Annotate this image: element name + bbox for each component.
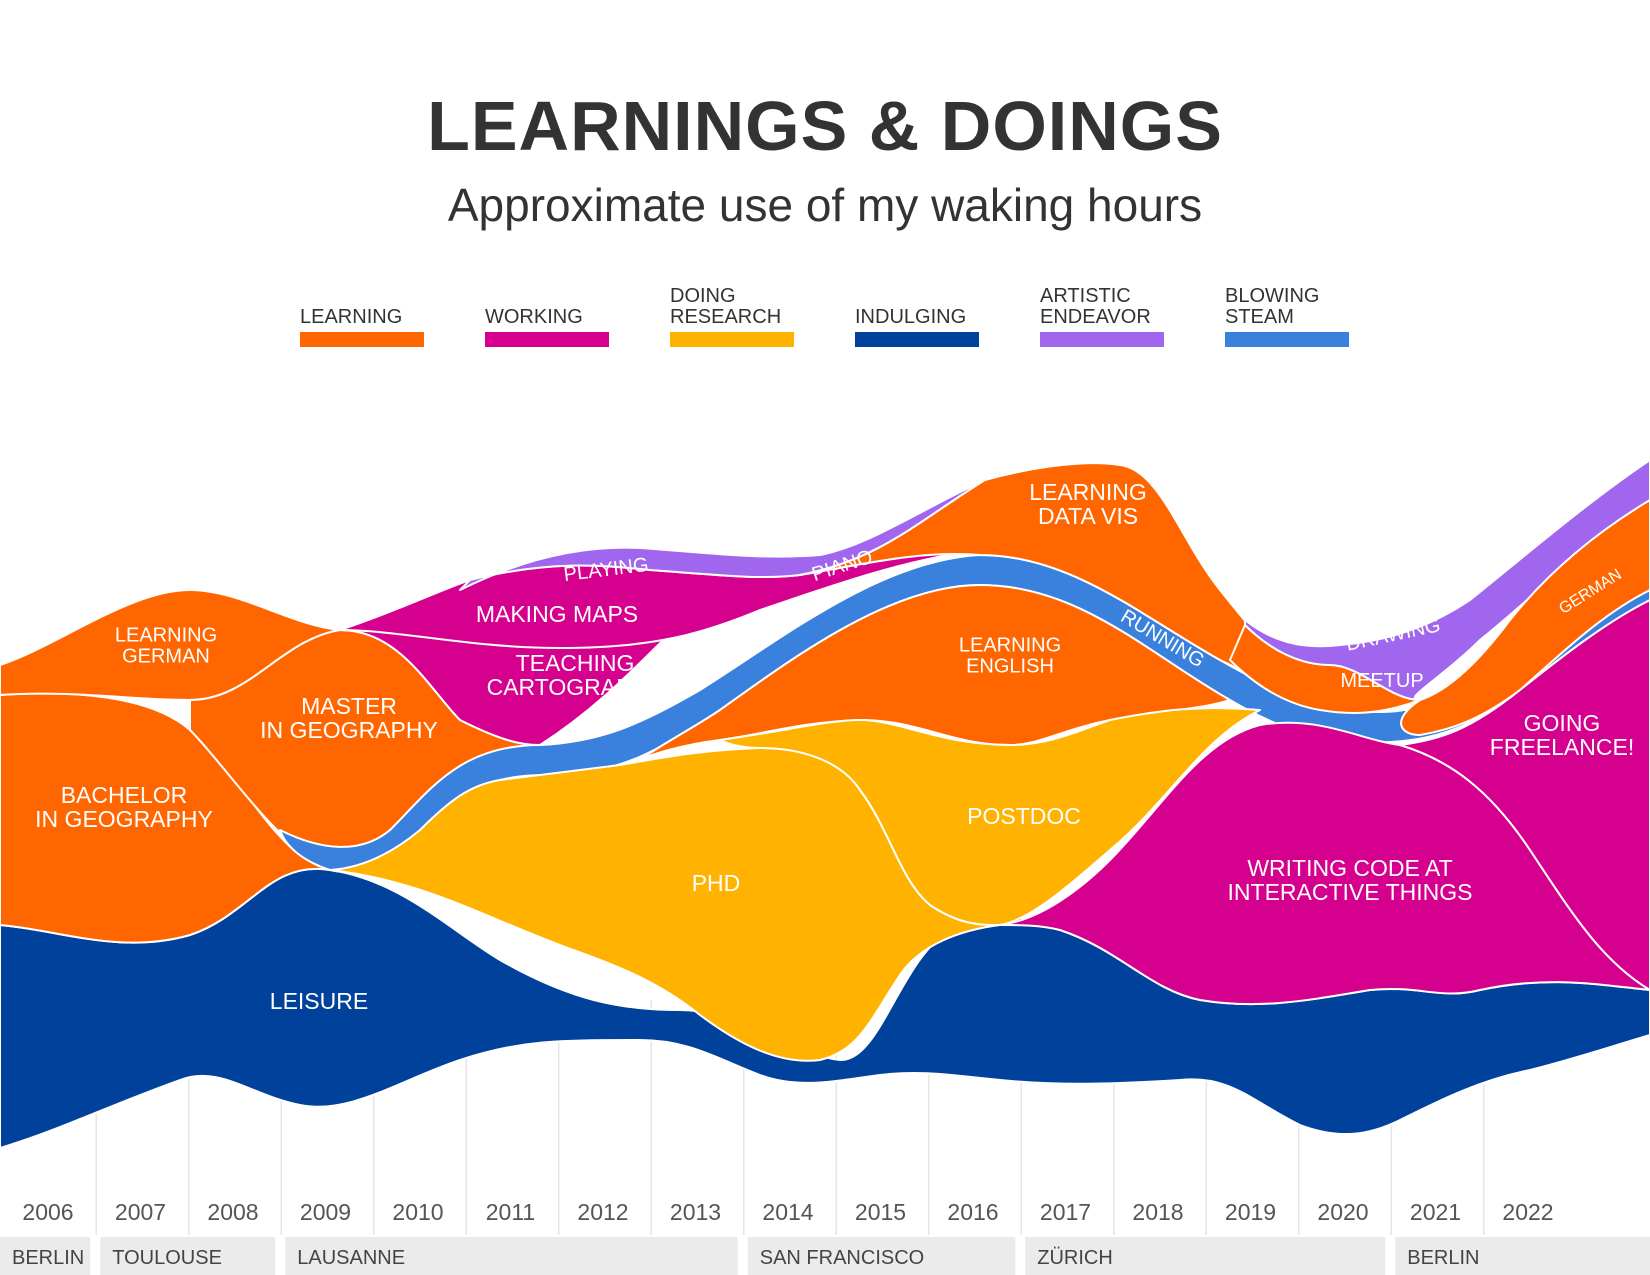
legend-item-indulging: INDULGING [855, 306, 979, 347]
year-tick-2014: 2014 [762, 1199, 813, 1225]
stream-label-leisure: LEISURE [270, 988, 368, 1014]
legend-item-working: WORKING [485, 306, 609, 347]
legend-label: ARTISTIC [1040, 285, 1131, 307]
location-z-rich: ZÜRICH [1025, 1237, 1386, 1275]
stream-learning-english [639, 584, 1231, 761]
stream-label-master-in-geography: MASTER IN GEOGRAPHY [260, 693, 438, 743]
stream-postdoc [719, 707, 1261, 926]
legend-swatch [300, 332, 424, 347]
stream-label-going-freelance: GOING FREELANCE! [1490, 710, 1634, 760]
stream-labels: BACHELOR IN GEOGRAPHY LEARNING GERMAN MASTER… [35, 479, 1634, 1014]
stream-label-phd: PHD [692, 870, 741, 896]
stream-label-learning-data-vis: LEARNING DATA VIS [1029, 479, 1147, 529]
location-band [0, 1237, 91, 1275]
legend-label: WORKING [485, 306, 583, 328]
location-band [747, 1237, 1016, 1275]
stream-label-postdoc: POSTDOC [967, 803, 1081, 829]
stream-label-writing-code-at-interactive-things: WRITING CODE AT INTERACTIVE THINGS [1228, 855, 1473, 905]
stream-label-meetup: MEETUP [1340, 670, 1423, 692]
year-tick-2022: 2022 [1502, 1199, 1553, 1225]
legend-swatch [855, 332, 979, 347]
legend-swatch [1040, 332, 1164, 347]
stream-german [1400, 499, 1650, 736]
legend-label: INDULGING [855, 306, 966, 328]
year-tick-2017: 2017 [1040, 1199, 1091, 1225]
location-label: TOULOUSE [112, 1247, 222, 1269]
streams [0, 459, 1650, 1149]
location-label: LAUSANNE [297, 1247, 405, 1269]
location-toulouse: TOULOUSE [100, 1237, 276, 1275]
year-tick-2021: 2021 [1410, 1199, 1461, 1225]
location-berlin: BERLIN [1395, 1237, 1650, 1275]
year-tick-2006: 2006 [22, 1199, 73, 1225]
stream-label-learning-english: LEARNING ENGLISH [959, 634, 1061, 677]
year-tick-2010: 2010 [392, 1199, 443, 1225]
x-axis: 2006 2007 2008 2009 2010 2011 2012 2013 2014 2015… [22, 1199, 1553, 1225]
legend-label: LEARNING [300, 306, 402, 328]
legend-swatch [670, 332, 794, 347]
chart-subtitle: Approximate use of my waking hours [448, 179, 1202, 231]
stream-label-teaching-cartography: TEACHING CARTOGRAPHY [487, 650, 664, 700]
stream-label-learning-german: LEARNING GERMAN [115, 624, 217, 667]
year-tick-2012: 2012 [577, 1199, 628, 1225]
location-label: BERLIN [1407, 1247, 1479, 1269]
year-tick-2018: 2018 [1132, 1199, 1183, 1225]
year-tick-2009: 2009 [300, 1199, 351, 1225]
year-tick-2011: 2011 [486, 1199, 535, 1225]
location-band [1395, 1237, 1650, 1275]
year-tick-2008: 2008 [207, 1199, 258, 1225]
location-san-francisco: SAN FRANCISCO [747, 1237, 1016, 1275]
legend-label: RESEARCH [670, 306, 781, 328]
year-tick-2016: 2016 [947, 1199, 998, 1225]
year-tick-2020: 2020 [1317, 1199, 1368, 1225]
legend-label: BLOWING [1225, 285, 1319, 307]
year-tick-2019: 2019 [1225, 1199, 1276, 1225]
location-band [285, 1237, 738, 1275]
location-label: SAN FRANCISCO [760, 1247, 924, 1269]
location-berlin: BERLIN [0, 1237, 91, 1275]
year-tick-2013: 2013 [670, 1199, 721, 1225]
location-bar: BERLIN TOULOUSE LAUSANNE SAN FRANCISCO ZÜRIC… [0, 1237, 1650, 1275]
location-lausanne: LAUSANNE [285, 1237, 738, 1275]
stream-label-bachelor-in-geography: BACHELOR IN GEOGRAPHY [35, 782, 213, 832]
chart-title: LEARNINGS & DOINGS [427, 87, 1223, 165]
location-band [100, 1237, 276, 1275]
legend-label: DOING [670, 285, 736, 307]
legend-swatch [1225, 332, 1349, 347]
year-tick-2015: 2015 [855, 1199, 906, 1225]
legend-label: ENDEAVOR [1040, 306, 1151, 328]
location-label: BERLIN [12, 1247, 84, 1269]
legend-swatch [485, 332, 609, 347]
legend-label: STEAM [1225, 306, 1294, 328]
stream-label-making-maps: MAKING MAPS [476, 601, 638, 627]
year-tick-2007: 2007 [115, 1199, 166, 1225]
location-label: ZÜRICH [1037, 1247, 1113, 1269]
location-band [1025, 1237, 1386, 1275]
legend-item-learning: LEARNING [300, 306, 424, 347]
